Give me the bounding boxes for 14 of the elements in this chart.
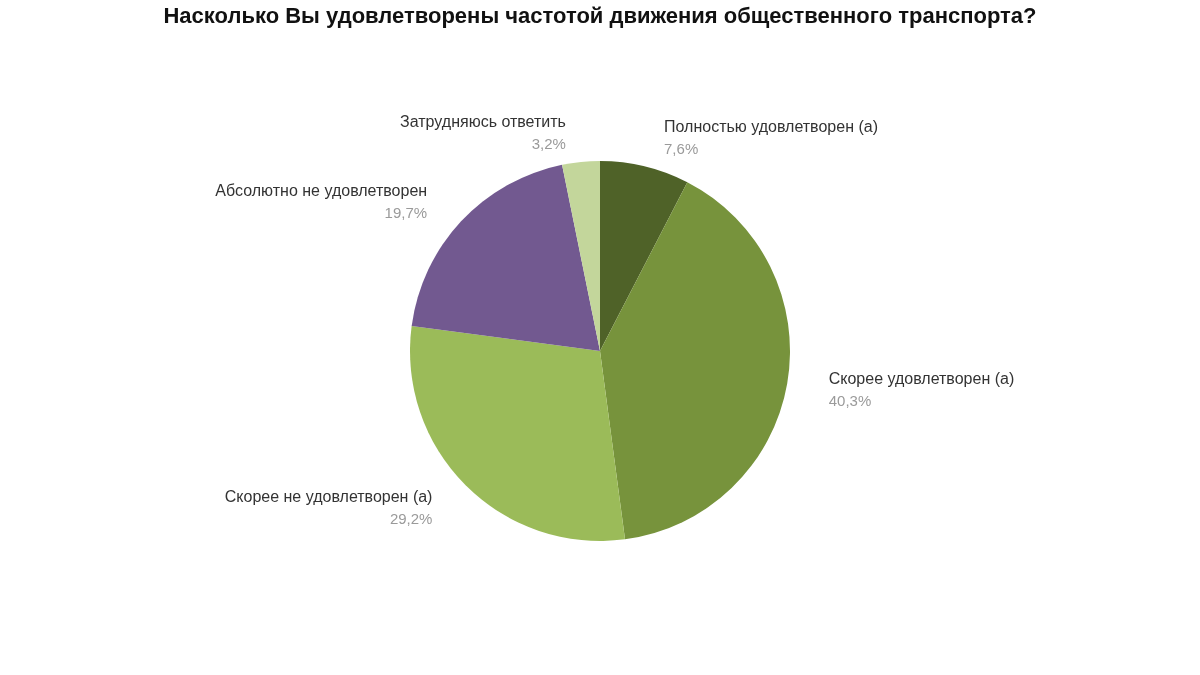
data-label: 40,3% xyxy=(828,391,872,409)
chart-title: Насколько Вы удовлетворены частотой движения общественного транспорта? xyxy=(163,3,1037,28)
pie-slice xyxy=(600,161,688,351)
slice-label: Затрудняюсь ответить xyxy=(400,113,566,131)
slice-label: Абсолютно не удовлетворен xyxy=(215,181,428,199)
slice-label: Полностью удовлетворен (а) xyxy=(664,118,878,136)
data-label: 19,7% xyxy=(384,203,428,221)
slice-label: Скорее не удовлетворен (а) xyxy=(224,487,433,505)
data-label: 3,2% xyxy=(531,135,566,153)
slice-label: Скорее удовлетворен (а) xyxy=(828,369,1015,387)
pie-slice xyxy=(600,182,790,540)
pie-slice xyxy=(562,161,600,351)
data-label: 29,2% xyxy=(389,509,433,527)
data-label: 7,6% xyxy=(664,140,699,158)
